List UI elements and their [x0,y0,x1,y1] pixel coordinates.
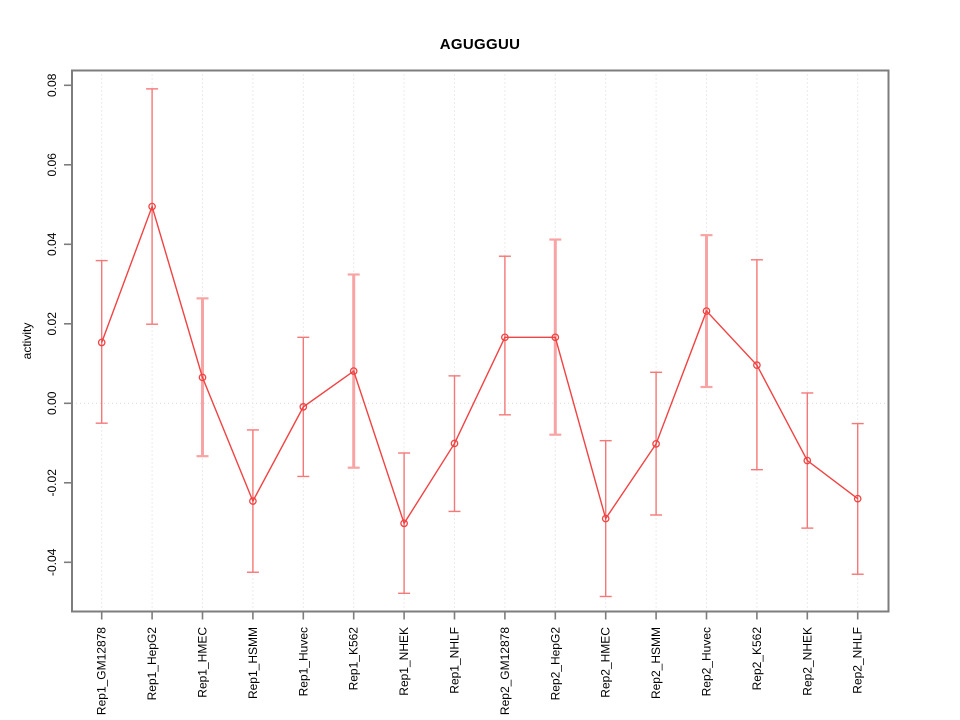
x-tick-label: Rep2_HSMM [649,627,663,699]
y-tick-label: 0.00 [45,391,59,415]
data-point-marker [501,333,509,342]
data-point-marker [148,202,156,211]
x-tick-label: Rep2_NHLF [851,627,865,694]
data-point-marker [551,333,560,342]
x-tick-label: Rep1_GM12878 [95,627,109,715]
data-point-marker [450,439,459,448]
plot-border [71,69,890,613]
y-tick-label: -0.02 [45,469,59,497]
data-point-marker [702,307,711,315]
x-tick-label: Rep2_HepG2 [548,627,562,701]
data-point-marker [249,497,257,505]
y-tick-label: 0.08 [45,73,59,97]
data-point-marker [803,456,812,465]
x-tick-label: Rep2_HMEC [599,627,613,698]
data-point-marker [652,439,660,448]
series-line [101,204,859,525]
data-point-marker [853,494,862,503]
y-tick-label: -0.04 [45,548,59,576]
x-tick-label: Rep2_GM12878 [498,627,512,715]
x-tick-label: Rep2_K562 [750,627,764,691]
chart-title: AGUGGUU [439,36,521,53]
data-point-marker [601,514,610,523]
data-point-marker [198,373,207,382]
y-tick-label: 0.04 [45,232,59,256]
x-tick-label: Rep1_HSMM [246,627,260,699]
data-point-marker [400,519,408,528]
x-tick-label: Rep1_K562 [347,627,361,691]
data-point-marker [753,361,761,369]
x-tick-label: Rep2_NHEK [800,627,814,696]
y-tick-label: 0.06 [45,153,59,177]
x-tick-label: Rep1_HepG2 [145,627,159,701]
x-tick-label: Rep1_NHLF [448,627,462,694]
data-point-marker [299,403,308,411]
x-tick-label: Rep1_HMEC [196,627,210,698]
x-tick-label: Rep2_Huvec [700,627,714,696]
data-point-marker [97,338,106,347]
x-tick-label: Rep1_NHEK [397,627,411,696]
y-tick-label: 0.02 [45,312,59,336]
data-point-marker [349,367,358,375]
x-tick-label: Rep1_Huvec [296,627,310,696]
